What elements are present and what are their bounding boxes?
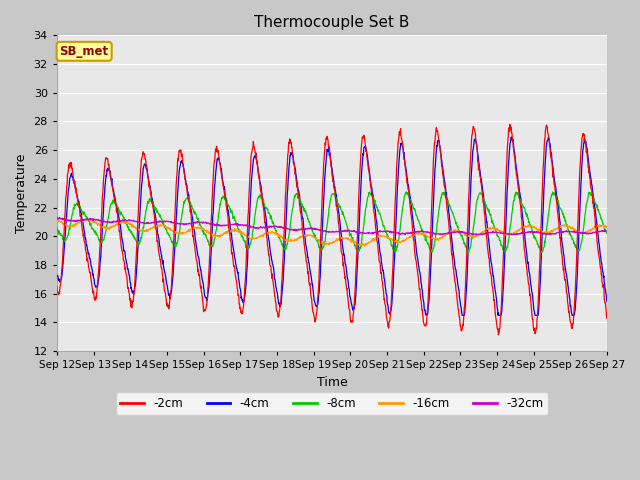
Text: SB_met: SB_met	[60, 45, 109, 58]
Y-axis label: Temperature: Temperature	[15, 154, 28, 233]
X-axis label: Time: Time	[317, 376, 348, 389]
Legend: -2cm, -4cm, -8cm, -16cm, -32cm: -2cm, -4cm, -8cm, -16cm, -32cm	[116, 392, 548, 415]
Title: Thermocouple Set B: Thermocouple Set B	[254, 15, 410, 30]
